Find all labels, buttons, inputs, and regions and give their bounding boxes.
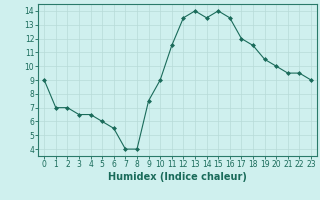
X-axis label: Humidex (Indice chaleur): Humidex (Indice chaleur) [108,172,247,182]
